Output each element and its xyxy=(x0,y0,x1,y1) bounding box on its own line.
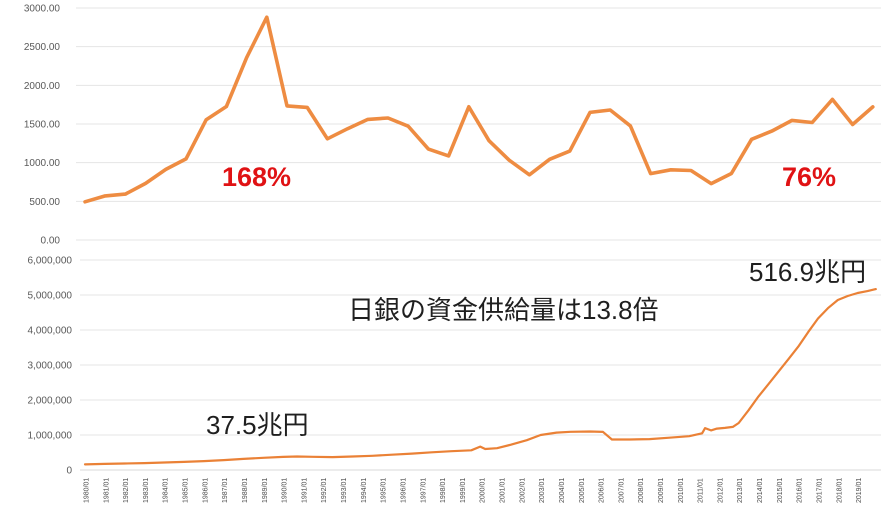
x-tick-label: 2012/01 xyxy=(717,478,724,503)
stock-index-line xyxy=(83,15,875,204)
y-tick-label: 1,000,000 xyxy=(28,431,73,442)
x-tick-label: 1997/01 xyxy=(420,478,427,503)
x-tick-label: 2000/01 xyxy=(480,478,487,503)
y-tick-label: 2,000,000 xyxy=(28,396,73,407)
x-tick-label: 2006/01 xyxy=(599,478,606,503)
x-tick-label: 1986/01 xyxy=(202,478,209,503)
x-tick-label: 2014/01 xyxy=(757,478,764,503)
x-tick-label: 2004/01 xyxy=(559,478,566,503)
x-tick-label: 2005/01 xyxy=(579,478,586,503)
annotation-headline: 日銀の資金供給量は13.8倍 xyxy=(348,295,659,325)
y-tick-label: 0.00 xyxy=(41,236,61,247)
y-tick-label: 2500.00 xyxy=(24,42,61,53)
y-tick-label: 5,000,000 xyxy=(28,291,73,302)
x-tick-label: 2010/01 xyxy=(678,478,685,503)
y-tick-label: 4,000,000 xyxy=(28,326,73,337)
x-tick-label: 1983/01 xyxy=(143,478,150,503)
y-tick-label: 1000.00 xyxy=(24,158,61,169)
x-tick-label: 1981/01 xyxy=(103,478,110,503)
x-tick-label: 2008/01 xyxy=(638,478,645,503)
x-tick-label: 1993/01 xyxy=(341,478,348,503)
y-tick-label: 3000.00 xyxy=(24,4,61,15)
y-tick-label: 1500.00 xyxy=(24,120,61,131)
x-tick-label: 2019/01 xyxy=(856,478,863,503)
x-tick-label: 1982/01 xyxy=(123,478,130,503)
x-tick-label: 1990/01 xyxy=(282,478,289,503)
x-tick-label: 1998/01 xyxy=(440,478,447,503)
monetary-base-line xyxy=(83,287,877,466)
x-tick-label: 2009/01 xyxy=(658,478,665,503)
x-tick-label: 1989/01 xyxy=(262,478,269,503)
x-tick-label: 2007/01 xyxy=(618,478,625,503)
x-tick-label: 2001/01 xyxy=(500,478,507,503)
x-tick-label: 2002/01 xyxy=(519,478,526,503)
x-tick-label: 2015/01 xyxy=(777,478,784,503)
y-tick-label: 6,000,000 xyxy=(28,256,73,267)
x-tick-label: 1994/01 xyxy=(361,478,368,503)
y-tick-label: 3,000,000 xyxy=(28,361,73,372)
x-tick-label: 2013/01 xyxy=(737,478,744,503)
monetary-base-chart: 6,000,000 5,000,000 4,000,000 3,000,000 2,00… xyxy=(28,256,881,503)
x-tick-label: 1992/01 xyxy=(321,478,328,503)
y-tick-label: 2000.00 xyxy=(24,81,61,92)
x-tick-label: 1985/01 xyxy=(183,478,190,503)
x-tick-label: 1980/01 xyxy=(84,478,91,503)
x-tick-label: 1995/01 xyxy=(381,478,388,503)
x-tick-label: 1999/01 xyxy=(460,478,467,503)
annotation-base-end-value: 516.9兆円 xyxy=(749,257,867,287)
y-tick-label: 500.00 xyxy=(29,197,60,208)
annotation-top-right-percent: 76% xyxy=(782,162,837,192)
x-tick-label: 2018/01 xyxy=(836,478,843,503)
annotation-top-left-percent: 168% xyxy=(222,162,292,192)
x-tick-label: 1984/01 xyxy=(163,478,170,503)
x-tick-label: 2003/01 xyxy=(539,478,546,503)
x-tick-label: 2011/01 xyxy=(698,478,705,503)
stock-index-chart: 3000.00 2500.00 2000.00 1500.00 1000.00 500.0… xyxy=(24,4,881,247)
x-tick-label: 1996/01 xyxy=(400,478,407,503)
annotation-base-start-value: 37.5兆円 xyxy=(206,410,309,440)
x-tick-label: 2017/01 xyxy=(816,478,823,503)
y-tick-label: 0 xyxy=(66,466,72,477)
x-tick-label: 2016/01 xyxy=(797,478,804,503)
x-tick-label: 1987/01 xyxy=(222,478,229,503)
x-tick-label: 1991/01 xyxy=(301,478,308,503)
x-tick-label: 1988/01 xyxy=(242,478,249,503)
